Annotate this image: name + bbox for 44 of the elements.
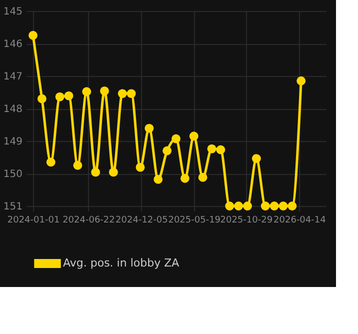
point [198,172,208,182]
point [296,76,306,86]
point [144,124,154,133]
y-tick-label: 151 [3,202,22,212]
point [126,89,136,98]
x-tick-label: 2026-04-14 [274,216,326,226]
x-tick-label: 2025-05-19 [168,216,221,226]
point [270,202,279,210]
point [28,30,38,40]
y-tick-label: 150 [3,169,22,180]
point [91,168,100,177]
point [278,202,288,210]
point [234,202,244,210]
y-tick-label: 145 [3,6,22,18]
point [216,145,226,154]
point [108,168,118,177]
point [55,92,64,102]
point [252,154,261,164]
x-tick-label: 2024-06-22 [62,216,115,226]
point [82,87,92,96]
y-tick-label: 149 [3,136,22,148]
point [37,94,46,104]
point [118,89,127,98]
legend-label: Avg. pos. in lobby ZA [63,256,180,270]
x-tick-label: 2025-10-29 [220,216,273,226]
point [100,86,109,96]
point [260,202,270,210]
point [154,174,163,184]
point [288,202,297,210]
point [136,162,145,172]
point [64,91,74,100]
point [46,158,56,167]
point [225,202,234,210]
point [162,146,172,156]
point [180,174,190,183]
y-tick-label: 147 [3,72,22,82]
y-tick-label: 148 [3,104,22,115]
x-tick-label: 2024-12-05 [116,216,168,226]
point [189,132,198,141]
point [172,134,180,144]
x-tick-label: 2024-01-01 [7,216,60,226]
y-tick-label: 146 [3,39,22,50]
point [73,160,82,170]
point [207,144,216,154]
